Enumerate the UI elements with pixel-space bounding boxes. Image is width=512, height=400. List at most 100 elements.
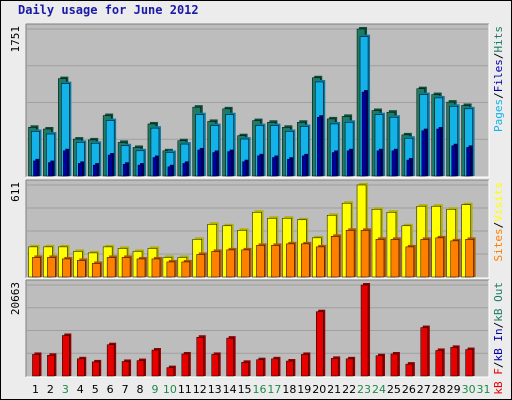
bar-pages-day-18 [287, 158, 292, 177]
bar-kbf-day-12 [196, 336, 205, 377]
bar-kbf-day-30 [465, 349, 473, 377]
bar-kbf-day-26 [405, 363, 414, 377]
panel-hits-files-pages-legend-part: Hits [492, 26, 505, 53]
bar-kbf-day-1 [32, 354, 40, 377]
bar-pages-day-3 [63, 150, 68, 177]
panel-hits-files-pages-legend: Pages/Files/Hits [492, 26, 505, 132]
bar-pages-day-4 [78, 163, 83, 177]
bar-sites-day-20 [315, 246, 325, 278]
day-label-23: 23 [357, 383, 371, 396]
bar-pages-day-21 [331, 152, 337, 177]
panel-visits-sites-legend-part: Sites [492, 228, 505, 261]
panel-hits-files-pages-legend-part: Pages [492, 99, 505, 132]
bar-pages-day-8 [137, 164, 143, 177]
day-label-10: 10 [163, 383, 177, 396]
bar-sites-day-29 [450, 240, 459, 278]
bar-pages-day-23 [361, 91, 367, 177]
panel-kbytes-max-label: 20663 [9, 282, 22, 315]
day-label-9: 9 [151, 383, 158, 396]
day-label-28: 28 [432, 383, 446, 396]
day-label-31: 31 [477, 383, 491, 396]
day-label-19: 19 [297, 383, 311, 396]
bar-kbf-day-24 [375, 355, 384, 377]
bar-kbf-day-15 [241, 362, 249, 377]
bar-kbf-day-8 [136, 360, 145, 377]
day-label-25: 25 [387, 383, 401, 396]
bar-sites-day-4 [77, 260, 86, 278]
bar-sites-day-9 [151, 258, 161, 278]
day-label-15: 15 [238, 383, 252, 396]
bar-sites-day-24 [375, 239, 385, 278]
bar-pages-day-12 [197, 149, 203, 177]
panel-kbytes-legend-part: kB F [492, 368, 505, 395]
bar-kbf-day-21 [330, 358, 339, 377]
bar-kbf-day-7 [121, 361, 130, 377]
day-label-3: 3 [62, 383, 69, 396]
bar-pages-day-1 [33, 160, 38, 177]
panel-hits-files-pages-legend-part: / [492, 92, 505, 99]
panel-hits-files-pages-max-label: 1751 [9, 26, 22, 53]
bar-sites-day-12 [196, 254, 206, 278]
bar-pages-day-30 [466, 147, 471, 177]
bar-kbf-day-13 [211, 354, 219, 377]
bar-sites-day-15 [241, 249, 250, 278]
bar-kbf-day-14 [226, 337, 234, 377]
bar-sites-day-16 [256, 245, 265, 278]
panel-visits-sites-max-label: 611 [9, 182, 22, 202]
bar-pages-day-24 [376, 150, 382, 177]
bar-pages-day-19 [302, 155, 307, 177]
day-label-27: 27 [417, 383, 431, 396]
bar-sites-day-11 [181, 261, 191, 278]
day-label-1: 1 [32, 383, 39, 396]
day-label-24: 24 [372, 383, 386, 396]
bar-sites-day-23 [360, 230, 370, 278]
bar-sites-day-28 [435, 237, 444, 278]
bar-kbf-day-6 [106, 344, 115, 377]
day-label-7: 7 [122, 383, 129, 396]
panel-visits-sites-legend: Sites/Visits [492, 182, 505, 262]
bar-pages-day-25 [391, 150, 397, 177]
bar-sites-day-6 [106, 257, 116, 278]
bar-sites-day-26 [405, 246, 415, 278]
bar-pages-day-16 [257, 155, 262, 177]
bar-sites-day-10 [166, 261, 176, 278]
bar-kbf-day-16 [256, 359, 264, 377]
bar-sites-day-7 [121, 257, 131, 278]
bar-sites-day-14 [226, 249, 235, 278]
bar-pages-day-7 [122, 163, 128, 177]
bar-pages-day-5 [92, 164, 98, 177]
bar-kbf-day-25 [390, 353, 399, 377]
bar-kbf-day-18 [286, 360, 294, 377]
bar-sites-day-18 [286, 243, 295, 278]
day-label-16: 16 [253, 383, 267, 396]
bar-sites-day-25 [390, 239, 400, 278]
bar-kbf-day-5 [91, 361, 100, 377]
day-label-4: 4 [77, 383, 84, 396]
day-label-2: 2 [47, 383, 54, 396]
bar-kbf-day-19 [301, 354, 309, 377]
bar-pages-day-10 [167, 166, 173, 177]
day-label-30: 30 [462, 383, 476, 396]
bar-sites-day-22 [345, 230, 355, 278]
bar-kbf-day-3 [62, 335, 70, 377]
panel-hits-files-pages-legend-part: Files [492, 59, 505, 92]
bar-kbf-day-23 [360, 284, 369, 377]
bar-kbf-day-9 [151, 349, 160, 377]
bar-kbf-day-11 [181, 353, 190, 377]
bar-pages-day-17 [272, 157, 277, 177]
bar-pages-day-29 [451, 145, 456, 177]
bar-kbf-day-17 [271, 358, 279, 377]
bar-pages-day-15 [242, 161, 247, 177]
panel-kbytes-legend: kB F/kB In/kB Out [492, 282, 505, 395]
day-label-22: 22 [342, 383, 356, 396]
bar-sites-day-1 [32, 257, 41, 278]
bar-pages-day-13 [212, 152, 217, 177]
day-label-20: 20 [312, 383, 326, 396]
bar-kbf-day-10 [166, 367, 175, 377]
bar-kbf-day-20 [315, 311, 324, 377]
day-label-6: 6 [107, 383, 114, 396]
bar-sites-day-8 [136, 258, 146, 278]
panel-kbytes-legend-part: / [492, 362, 505, 369]
day-label-8: 8 [137, 383, 144, 396]
